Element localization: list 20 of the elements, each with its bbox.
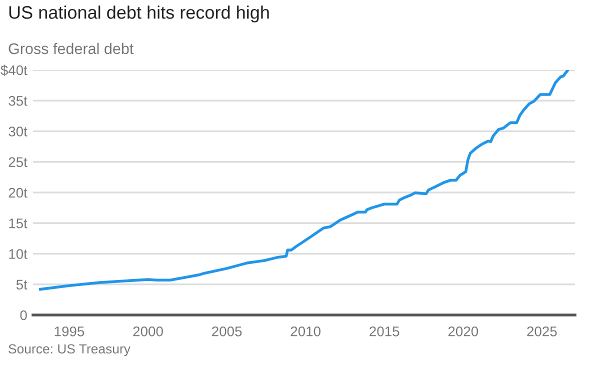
x-tick-label: 2020 (448, 326, 478, 336)
source-note: Source: US Treasury (8, 344, 130, 356)
y-tick-label: 5t (16, 280, 28, 290)
x-tick-label: 2000 (133, 326, 163, 336)
chart-title: US national debt hits record high (9, 6, 269, 22)
y-tick-label: $40t (0, 64, 28, 76)
y-tick-label: 0 (20, 310, 27, 320)
y-tick-label: 25t (8, 157, 28, 168)
x-tick-label: 1995 (54, 326, 84, 336)
chart-subtitle: Gross federal debt (8, 42, 134, 54)
y-tick-label: 15t (9, 218, 28, 228)
x-tick-label: 2025 (527, 326, 557, 336)
y-tick-label: 35t (8, 96, 28, 106)
y-tick-label: 10t (9, 249, 28, 259)
x-tick-label: 2015 (370, 326, 400, 336)
y-tick-label: 20t (8, 188, 28, 198)
x-tick-label: 2005 (212, 326, 242, 336)
y-tick-label: 30t (8, 126, 28, 136)
x-tick-label: 2010 (290, 326, 320, 336)
line-series (39, 70, 570, 291)
